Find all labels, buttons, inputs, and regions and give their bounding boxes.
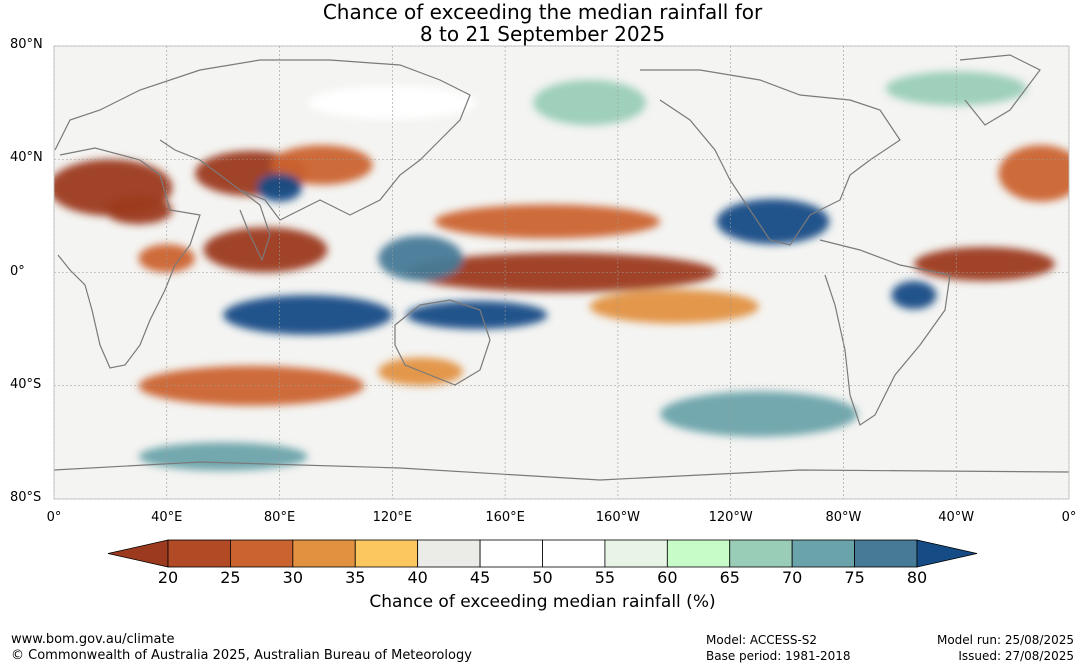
australia-outline [394, 299, 491, 386]
anomaly-regions [54, 71, 1069, 471]
anomaly-region [660, 391, 858, 437]
longitude-label: 120°W [708, 510, 753, 525]
anomaly-region [913, 247, 1055, 281]
anomaly-region [716, 198, 830, 245]
anomaly-region [885, 71, 1027, 106]
colorbar-title: Chance of exceeding median rainfall (%) [369, 592, 716, 612]
colorbar-tick-label: 75 [844, 568, 865, 587]
rainfall-map [53, 45, 1070, 500]
anomaly-region [223, 295, 393, 335]
south-america-outline [819, 239, 951, 426]
footer-model: Model: ACCESS-S2 [706, 633, 818, 647]
longitude-label: 120°E [372, 510, 413, 525]
footer-copyright: © Commonwealth of Australia 2025, Austra… [11, 648, 472, 663]
longitude-label: 80°W [825, 510, 862, 525]
longitude-label: 40°W [938, 510, 975, 525]
longitude-label: 40°E [151, 510, 183, 525]
anomaly-region [138, 442, 308, 471]
footer-url: www.bom.gov.au/climate [11, 632, 175, 647]
longitude-label: 160°E [485, 510, 525, 525]
longitude-label: 160°W [595, 510, 640, 525]
anomaly-region [589, 289, 759, 324]
latitude-label: 0° [10, 263, 25, 279]
colorbar-tick-label: 80 [906, 568, 928, 587]
colorbar-tick-label: 65 [719, 568, 740, 587]
longitude-label: 80°E [263, 510, 296, 525]
map-frame [53, 45, 1070, 500]
anomaly-region [271, 145, 373, 185]
anomaly-region [406, 300, 548, 330]
footer-model-run: Model run: 25/08/2025 [936, 633, 1074, 647]
colorbar-tick-label: 70 [781, 568, 803, 587]
anomaly-region [104, 196, 173, 225]
land-outlines [54, 54, 1069, 481]
footer-base-period: Base period: 1981-2018 [706, 649, 851, 663]
greenland-outline [959, 54, 1041, 126]
colorbar-tick-label: 55 [594, 568, 616, 587]
map-title-line-2: 8 to 21 September 2025 [419, 22, 666, 46]
colorbar-tick-label: 50 [532, 568, 553, 587]
latitude-label: 80°S [10, 490, 42, 505]
latitude-label: 80°N [10, 37, 43, 52]
latitude-label: 40°S [10, 376, 42, 392]
longitude-label: 0° [1061, 510, 1077, 525]
colorbar-tick-label: 30 [282, 568, 304, 587]
longitude-label: 0° [46, 510, 62, 525]
map-title-line-1: Chance of exceeding the median rainfall … [322, 0, 763, 24]
anomaly-region [406, 252, 717, 293]
colorbar-tick-label: 20 [157, 568, 179, 587]
anomaly-region [434, 204, 661, 239]
north-america-outline [640, 69, 901, 246]
antarctica-outline [54, 461, 1069, 481]
footer-issued: Issued: 27/08/2025 [958, 649, 1074, 663]
colorbar-tick-label: 60 [657, 568, 678, 587]
colorbar-tick-label: 45 [469, 568, 491, 587]
anomaly-region [998, 145, 1069, 202]
africa-outline [57, 147, 201, 369]
anomaly-region [891, 280, 937, 310]
anomaly-region [378, 235, 463, 281]
colorbar-tick-label: 35 [345, 568, 366, 587]
anomaly-region [533, 79, 647, 126]
latitude-label: 40°N [10, 150, 43, 166]
colorbar-tick-label: 25 [220, 568, 241, 587]
colorbar-tick-label: 40 [407, 568, 428, 587]
india-outline [239, 189, 271, 262]
